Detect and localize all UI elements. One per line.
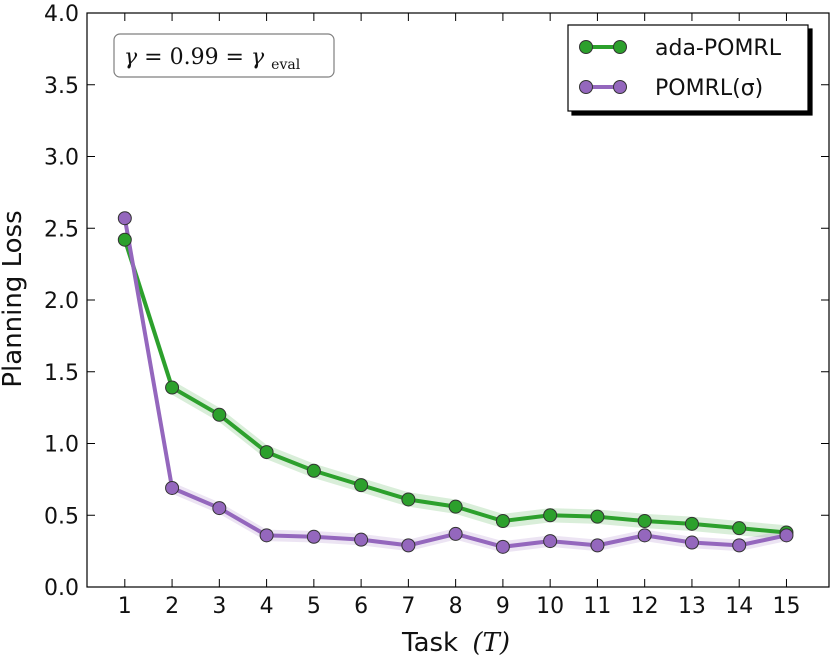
data-point <box>779 528 794 543</box>
data-point <box>732 521 747 536</box>
x-tick-label: 9 <box>496 594 510 619</box>
legend-label-pomrl-sigma: POMRL(σ) <box>655 76 763 101</box>
data-point <box>212 407 227 422</box>
data-point <box>259 445 274 460</box>
data-point <box>212 501 227 516</box>
y-tick-label: 1.5 <box>44 361 79 386</box>
legend-item-pomrl-sigma: POMRL(σ) <box>579 76 763 101</box>
x-tick-label: 4 <box>260 594 274 619</box>
data-point <box>495 539 510 554</box>
data-point <box>684 516 699 531</box>
annotation-gamma: γ <box>124 45 138 70</box>
x-tick-label: 3 <box>212 594 226 619</box>
x-tick-label: 12 <box>631 594 659 619</box>
x-tick-label: 8 <box>449 594 463 619</box>
y-axis-label: Planning Loss <box>0 210 28 387</box>
annotation-subscript: eval <box>271 57 301 73</box>
x-tick-label: 1 <box>118 594 132 619</box>
data-point <box>590 509 605 524</box>
data-point <box>354 532 369 547</box>
series-line <box>122 217 787 549</box>
x-tick-label: 6 <box>354 594 368 619</box>
gamma-annotation-box: γ = 0.99 = γ eval <box>113 33 335 78</box>
y-tick-label: 2.0 <box>44 289 79 314</box>
x-tick-labels: 1 2 3 4 5 6 7 8 9 10 11 12 13 14 15 <box>118 594 801 619</box>
legend: ada-POMRL POMRL(σ) <box>567 24 809 112</box>
data-point <box>165 380 180 395</box>
svg-text:γ = 0.99 = γ: γ = 0.99 = γ eval <box>124 45 301 73</box>
legend-item-ada-pomrl: ada-POMRL <box>579 36 782 61</box>
data-point <box>401 538 416 553</box>
data-point <box>306 463 321 478</box>
x-tick-label: 13 <box>678 594 706 619</box>
series-line <box>122 239 787 535</box>
y-tick-label: 3.5 <box>44 74 79 99</box>
data-point <box>732 538 747 553</box>
series-band <box>124 232 787 540</box>
data-point <box>117 232 132 247</box>
data-point <box>165 480 180 495</box>
x-tick-label: 7 <box>401 594 415 619</box>
data-point <box>354 478 369 493</box>
y-tick-label: 2.5 <box>44 217 79 242</box>
data-point <box>543 508 558 523</box>
x-axis-label-var: (T) <box>472 628 510 658</box>
x-tick-label: 5 <box>307 594 321 619</box>
x-tick-label: 14 <box>725 594 753 619</box>
y-tick-label: 3.0 <box>44 146 79 171</box>
data-point <box>590 538 605 553</box>
x-tick-label: 2 <box>165 594 179 619</box>
y-tick-labels: 0.0 0.5 1.0 1.5 2.0 2.5 3.0 3.5 4.0 <box>44 2 79 601</box>
x-tick-label: 15 <box>772 594 800 619</box>
x-axis-label: Task (T) <box>401 628 510 658</box>
data-point <box>401 492 416 507</box>
data-point <box>637 528 652 543</box>
y-tick-label: 4.0 <box>44 2 79 27</box>
data-point <box>495 513 510 528</box>
legend-label-ada-pomrl: ada-POMRL <box>655 36 782 61</box>
data-point <box>306 529 321 544</box>
data-point <box>543 534 558 549</box>
y-tick-label: 0.0 <box>44 576 79 601</box>
axis-ticks <box>87 12 829 588</box>
series-markers <box>117 211 794 554</box>
x-axis-label-text: Task <box>401 628 458 658</box>
y-tick-label: 1.0 <box>44 433 79 458</box>
data-point <box>448 526 463 541</box>
x-tick-label: 10 <box>536 594 564 619</box>
annotation-value: = 0.99 = <box>144 45 251 70</box>
series-lines <box>122 217 787 549</box>
data-point <box>637 513 652 528</box>
data-point <box>684 535 699 550</box>
data-point <box>259 528 274 543</box>
annotation-gamma-eval: γ <box>251 45 265 70</box>
x-tick-label: 11 <box>583 594 611 619</box>
data-point <box>117 211 132 226</box>
data-point <box>448 499 463 514</box>
y-tick-label: 0.5 <box>44 504 79 529</box>
